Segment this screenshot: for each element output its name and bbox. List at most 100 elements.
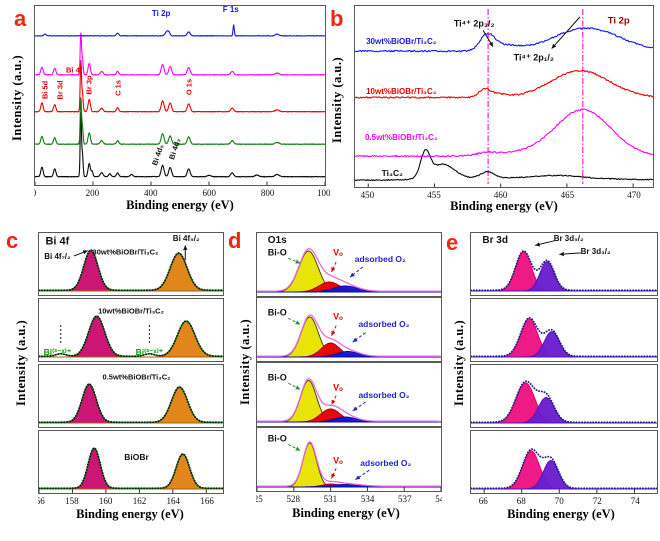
panel-c: c Intensity (a.u.) Bi 4f Bi 4f₅/₂ Bi 4f₇/₂… [2, 228, 232, 540]
fit-peak [471, 396, 657, 424]
fit-peak [471, 261, 657, 292]
x-tick-label: 534 [360, 494, 375, 504]
x-tick-label: 525 [256, 494, 263, 504]
annotation-0-5wt-biobr-ti-c: 0.5wt%BiOBr/Ti₃C₂ [364, 133, 438, 143]
panel-b-y-axis-label: Intensity (a.u.) [330, 56, 344, 144]
annotation-o1s: O1s [267, 235, 287, 247]
x-tick-label: 160 [98, 496, 113, 506]
x-tick-label: 68 [516, 496, 526, 506]
plot-area-a: Ti 2p F 1s Bi 5d Br 3d Bi 4f Br 3p C 1s O 1s Bi … [34, 5, 326, 186]
panel-e-sub-br3d-panel-3 [470, 364, 658, 428]
x-ticks-a: 0 200 400 600 800 1000 [34, 188, 330, 199]
annotation-arrow [551, 16, 581, 49]
annotation-0-5wt-biobr-ti-c: 0.5wt%BiOBr/Ti₃C₂ [102, 372, 171, 382]
fit-envelope [257, 314, 441, 357]
data-points [471, 316, 657, 358]
annotation-bi: Bi⁽³⁻ˣ⁾⁺ [43, 347, 72, 358]
panel-d-x-axis-label: Binding energy (eV) [292, 506, 400, 520]
data-points [39, 447, 223, 490]
panel-e-sub-br3d-panel-3-svg [471, 380, 657, 424]
panel-c-sub-biobr-svg [39, 447, 223, 493]
x-tick-label: 70 [554, 496, 564, 506]
annotation-bi-4f: Bi 4f₅/₂ [172, 234, 200, 244]
x-tick-label: 528 [286, 494, 300, 504]
panel-a-plot-svg [35, 24, 325, 185]
panel-a: a Intensity (a.u.) Ti 2p F 1s Bi 5d Br 3d Bi… [8, 2, 330, 228]
plot-area-b: Ti⁴⁺ 2p₃/₂ Ti⁴⁺ 2p₁/₂ Ti 2p 30wt%BiOBr/Ti₃C… [354, 5, 654, 188]
panel-c-sub-30wt-biobr-ti3c2: Bi 4f Bi 4f₅/₂ Bi 4f₇/₂ 30wt%BiOBr/Ti₃C₂ [38, 232, 224, 296]
spectrum-curve-ti3c2 [355, 149, 653, 182]
panel-d-letter: d [228, 228, 242, 253]
panel-c-sub-30wt-biobr-ti3c2-svg [39, 245, 223, 292]
x-tick-label: 470 [627, 190, 641, 200]
x-tick-label: 74 [630, 496, 640, 506]
annotation-arrow [355, 469, 370, 481]
annotation-f-1s: F 1s [222, 5, 239, 15]
panel-a-plot: Ti 2p F 1s Bi 5d Br 3d Bi 4f Br 3p C 1s O 1s Bi … [34, 5, 326, 186]
annotation-ti-2p: Ti 2p [607, 15, 630, 27]
annotation-v: Vₒ [333, 247, 343, 258]
fit-peak [257, 285, 441, 293]
panel-c-sub-10wt-biobr-ti3c2-svg [39, 315, 223, 358]
annotation-br-3d: Br 3d [54, 80, 64, 100]
fit-envelope [257, 248, 441, 292]
x-tick-label: 531 [323, 494, 338, 504]
x-tick-label: 158 [65, 496, 79, 506]
spectrum-curve-green [35, 97, 325, 145]
x-tick-label: 600 [202, 188, 216, 198]
x-tick-label: 156 [38, 496, 45, 506]
fit-envelope [257, 441, 441, 487]
spectrum-curve-magenta [35, 32, 325, 76]
spectrum-curve-0-5wt [355, 108, 653, 158]
panel-c-sub-0-5wt-biobr-ti3c2-svg [39, 383, 223, 424]
x-tick-label: 460 [493, 190, 508, 200]
panel-b-plot-svg [355, 9, 653, 187]
spectrum-curve-10wt [355, 69, 653, 99]
plot-area-d: O1s Bi-O Vₒ adsorbed O₂ Bi-O Vₒ adsorbed O₂ Bi-… [256, 232, 442, 492]
panel-c-x-axis-label: Binding energy (eV) [76, 507, 184, 521]
x-tick-label: 0 [34, 188, 37, 198]
annotation-bi-o: Bi-O [267, 247, 287, 258]
annotation-bi: Bi⁽³⁻ˣ⁾⁺ [135, 347, 164, 358]
annotation-bi-o: Bi-O [267, 433, 287, 444]
x-tick-label: 540 [435, 494, 442, 504]
annotation-v: Vₒ [333, 455, 343, 466]
panel-d: d Intensity (a.u.) O1s Bi-O Vₒ adsorbed O₂ B… [228, 228, 444, 540]
annotation-c-1s: C 1s [113, 80, 123, 97]
annotation-bi-o: Bi-O [267, 372, 287, 383]
panel-d-y-axis-label: Intensity (a.u.) [238, 318, 252, 406]
fit-peak [257, 442, 441, 488]
spectrum-curve-30wt [355, 27, 653, 53]
x-ticks-e: 66 68 70 72 74 [470, 496, 658, 507]
annotation-bi-o: Bi-O [267, 307, 287, 318]
panel-d-sub-o1s-panel-4-svg [257, 441, 441, 491]
x-tick-label: 72 [592, 496, 602, 506]
panel-e-sub-br3d-panel-4-svg [471, 448, 657, 493]
fit-peak [471, 251, 657, 292]
fit-envelope [257, 377, 441, 422]
fit-peak [471, 382, 657, 424]
panel-b-plot: Ti⁴⁺ 2p₃/₂ Ti⁴⁺ 2p₁/₂ Ti 2p 30wt%BiOBr/Ti₃C… [354, 5, 654, 188]
annotation-ti-2p: Ti⁴⁺ 2p₃/₂ [453, 18, 495, 29]
x-tick-label: 537 [398, 494, 412, 504]
panel-c-sub-10wt-biobr-ti3c2: 10wt%BiOBr/Ti₃C₂ Bi⁽³⁻ˣ⁾⁺ Bi⁽³⁻ˣ⁾⁺ [38, 298, 224, 362]
panel-d-sub-o1s-panel-2-svg [257, 314, 441, 358]
fit-peak [257, 416, 441, 423]
panel-e-sub-br3d-panel-1: Br 3d Br 3d₅/₂ Br 3d₃/₂ [470, 232, 658, 296]
x-tick-label: 166 [200, 496, 214, 506]
panel-d-sub-o1s-panel-2: Bi-O Vₒ adsorbed O₂ [256, 297, 442, 362]
panel-e-letter: e [446, 230, 459, 255]
x-tick-label: 162 [132, 496, 147, 506]
data-points [471, 250, 657, 292]
x-tick-label: 1000 [317, 188, 330, 198]
annotation-arrow [331, 395, 337, 405]
annotation-ti-2p: Ti⁴⁺ 2p₁/₂ [513, 52, 554, 63]
x-tick-label: 455 [427, 190, 441, 200]
annotation-arrow [352, 332, 366, 343]
data-points [471, 448, 657, 490]
x-tick-label: 800 [260, 188, 275, 198]
spectrum-curve-black-bottom [35, 112, 325, 178]
panel-e: e Intensity (a.u.) Br 3d Br 3d₅/₂ Br 3d₃/₂… [444, 228, 658, 540]
annotation-adsorbed-o: adsorbed O₂ [354, 254, 406, 265]
annotation-adsorbed-o: adsorbed O₂ [358, 319, 410, 330]
